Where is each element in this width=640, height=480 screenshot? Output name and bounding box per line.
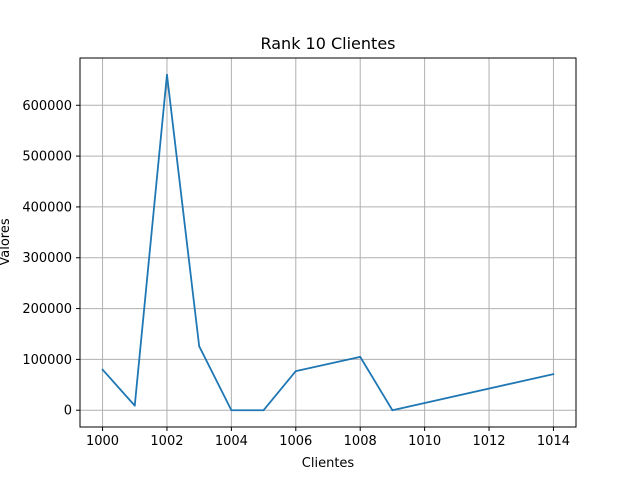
y-axis: 0 100000 200000 300000 400000 500000 600000 <box>22 99 80 419</box>
plot-frame <box>79 57 577 428</box>
data-point <box>133 404 136 407</box>
data-point <box>552 373 555 376</box>
data-point <box>198 345 201 348</box>
chart-title: Rank 10 Clientes <box>260 34 395 53</box>
series-group <box>101 73 555 412</box>
x-tick-label: 1014 <box>537 434 570 449</box>
x-tick-label: 1006 <box>279 434 312 449</box>
series-line <box>101 73 554 412</box>
x-axis-label: Clientes <box>302 456 355 471</box>
y-tick-label: 300000 <box>22 251 72 266</box>
x-tick-label: 1010 <box>408 434 441 449</box>
data-point <box>166 73 168 76</box>
data-point <box>391 409 394 412</box>
y-tick-label: 600000 <box>22 99 72 114</box>
y-tick-label: 0 <box>64 404 72 419</box>
y-tick-label: 200000 <box>22 302 72 317</box>
x-tick-label: 1000 <box>86 434 119 449</box>
x-tick-label: 1002 <box>150 434 183 449</box>
data-point <box>359 355 362 358</box>
y-axis-label: Valores <box>0 218 13 265</box>
data-point <box>294 370 297 372</box>
data-point <box>230 409 233 412</box>
data-point <box>262 409 265 412</box>
grid-lines <box>80 58 576 427</box>
x-tick-label: 1004 <box>215 434 248 449</box>
y-tick-label: 500000 <box>22 150 72 165</box>
y-tick-label: 100000 <box>22 353 72 368</box>
data-point <box>101 368 104 371</box>
x-tick-label: 1012 <box>472 434 505 449</box>
x-axis: 1000 1002 1004 1006 1008 1010 1012 1014 <box>86 427 570 449</box>
y-tick-label: 400000 <box>22 200 72 215</box>
x-tick-label: 1008 <box>344 434 377 449</box>
